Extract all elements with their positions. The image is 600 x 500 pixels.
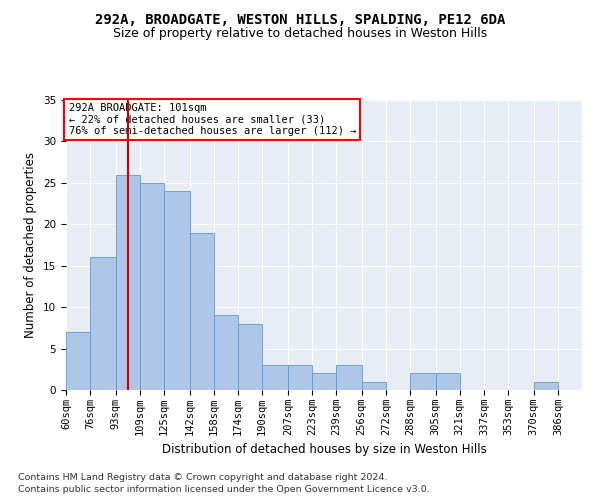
Bar <box>140 183 164 390</box>
Bar <box>116 174 140 390</box>
Bar <box>534 382 558 390</box>
Bar <box>214 316 238 390</box>
Bar <box>66 332 90 390</box>
Bar <box>164 191 190 390</box>
Text: Size of property relative to detached houses in Weston Hills: Size of property relative to detached ho… <box>113 28 487 40</box>
X-axis label: Distribution of detached houses by size in Weston Hills: Distribution of detached houses by size … <box>161 444 487 456</box>
Text: Contains HM Land Registry data © Crown copyright and database right 2024.: Contains HM Land Registry data © Crown c… <box>18 472 388 482</box>
Bar <box>238 324 262 390</box>
Bar <box>90 258 116 390</box>
Bar <box>288 365 312 390</box>
Bar <box>336 365 362 390</box>
Bar <box>262 365 287 390</box>
Bar <box>436 374 460 390</box>
Text: 292A, BROADGATE, WESTON HILLS, SPALDING, PE12 6DA: 292A, BROADGATE, WESTON HILLS, SPALDING,… <box>95 12 505 26</box>
Bar <box>190 232 214 390</box>
Bar <box>312 374 336 390</box>
Text: 292A BROADGATE: 101sqm
← 22% of detached houses are smaller (33)
76% of semi-det: 292A BROADGATE: 101sqm ← 22% of detached… <box>68 103 356 136</box>
Y-axis label: Number of detached properties: Number of detached properties <box>25 152 37 338</box>
Bar <box>410 374 436 390</box>
Text: Contains public sector information licensed under the Open Government Licence v3: Contains public sector information licen… <box>18 485 430 494</box>
Bar <box>362 382 386 390</box>
